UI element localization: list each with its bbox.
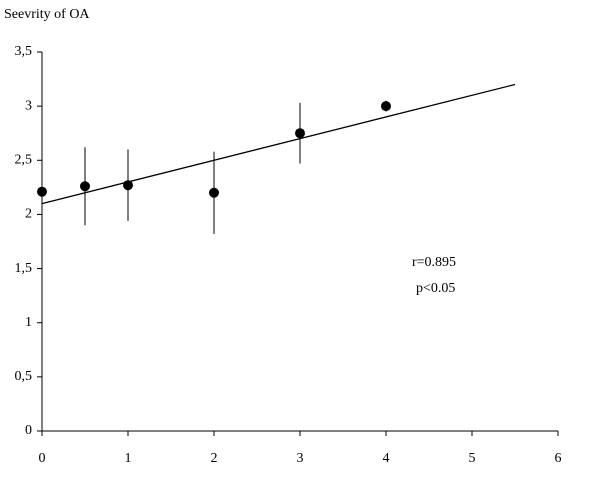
- point: [209, 187, 219, 198]
- x-tick-label: 6: [555, 451, 562, 466]
- y-tick-label: 0: [25, 423, 32, 438]
- point: [123, 180, 133, 191]
- y-tick-label: 1: [25, 315, 32, 330]
- x-tick-label: 0: [39, 451, 46, 466]
- annotation: p<0.05: [416, 281, 455, 296]
- annotation: r=0.895: [412, 255, 456, 270]
- trend-line: [41, 83, 516, 205]
- x-tick-label: 3: [297, 451, 304, 466]
- y-tick-label: 2: [25, 207, 32, 222]
- x-tick-label: 1: [125, 451, 132, 466]
- y-tick-label: 3,5: [15, 44, 33, 59]
- point: [381, 101, 391, 112]
- x-tick-label: 4: [383, 451, 390, 466]
- y-tick-label: 3: [25, 98, 32, 113]
- y-tick-label: 1,5: [15, 261, 33, 276]
- point: [37, 186, 47, 197]
- chart-title: Seevrity of OA: [4, 7, 90, 22]
- x-tick-label: 2: [211, 451, 218, 466]
- x-tick-label: 5: [469, 451, 476, 466]
- y-tick-label: 0,5: [15, 369, 33, 384]
- y-tick-label: 2,5: [15, 153, 33, 168]
- point: [295, 128, 305, 139]
- point: [80, 181, 90, 192]
